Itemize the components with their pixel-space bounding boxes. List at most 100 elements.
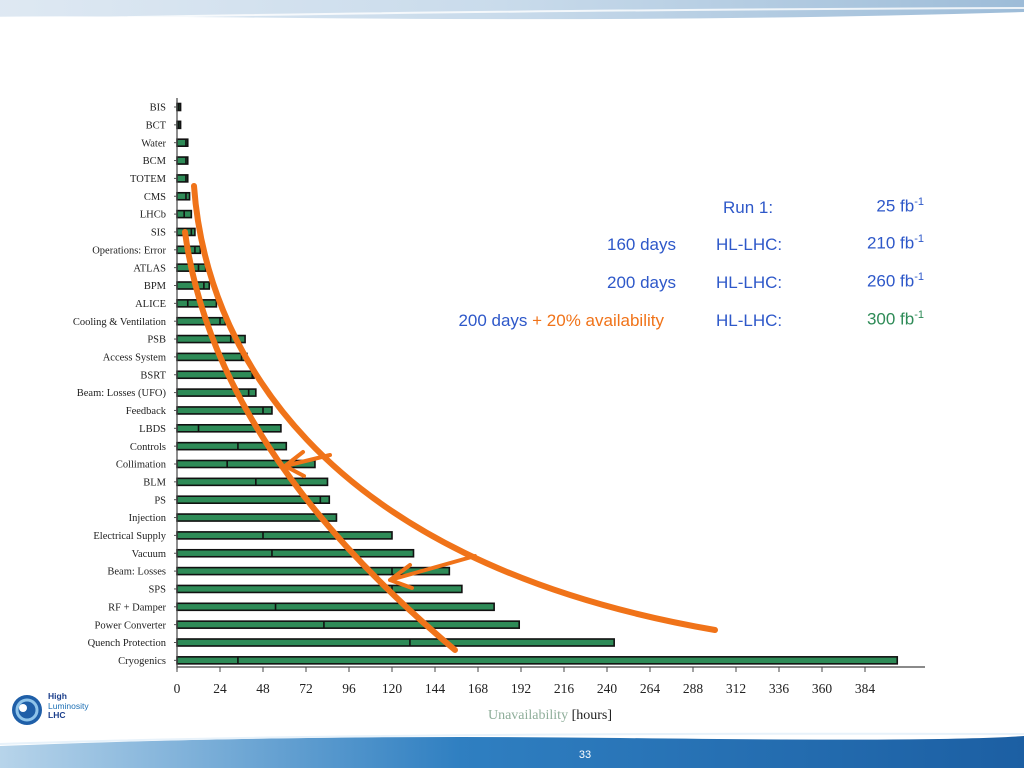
bar-12 <box>176 316 227 326</box>
logo-line2: Luminosity <box>48 700 89 711</box>
category-label-15: BSRT <box>140 370 166 381</box>
x-tick-label-16: 384 <box>855 681 876 696</box>
hl-lhc-logo-text: High Luminosity LHC <box>48 691 89 721</box>
info-row-prefix-3: 200 days + 20% availability <box>458 311 664 331</box>
x-tick-label-7: 168 <box>468 681 489 696</box>
info-row-machine-2: HL-LHC: <box>716 273 783 292</box>
lower-arrow <box>388 554 477 590</box>
category-label-11: ALICE <box>135 299 166 310</box>
bar-17 <box>176 406 273 415</box>
x-axis-label-suffix: [hours] <box>572 708 612 723</box>
logo-line1: High <box>48 691 67 701</box>
x-tick-label-15: 360 <box>812 681 833 696</box>
category-label-18: LBDS <box>139 424 166 435</box>
hl-lhc-logo-icon <box>12 695 42 725</box>
category-label-4: TOTEM <box>130 174 167 185</box>
bar-28 <box>176 602 495 612</box>
bar-27 <box>176 584 463 594</box>
category-label-6: LHCb <box>140 210 166 221</box>
bar-29 <box>176 620 521 629</box>
info-row-prefix-1: 160 days <box>607 235 676 255</box>
category-label-22: PS <box>154 495 166 506</box>
x-tick-label-8: 192 <box>511 681 531 696</box>
bar-24 <box>176 531 393 540</box>
info-row-luminosity-3: 300 fb-1 <box>866 309 924 329</box>
info-row-luminosity-1: 210 fb-1 <box>866 233 924 253</box>
x-tick-label-11: 264 <box>640 681 661 696</box>
category-label-12: Cooling & Ventilation <box>73 317 167 328</box>
bar-15 <box>176 370 255 380</box>
hl-lhc-logo: High Luminosity LHC <box>10 691 120 732</box>
info-row-luminosity-2: 260 fb-1 <box>866 271 924 291</box>
category-label-5: CMS <box>144 192 166 203</box>
info-row-days-1: 160 days <box>607 235 676 254</box>
x-tick-label-13: 312 <box>726 681 746 696</box>
category-labels-group: BIS BCT Water BCM TOTEM CMS LHCb SIS Operations:… <box>73 103 167 667</box>
bars-group <box>176 102 899 665</box>
info-row-luminosity-exponent-1: -1 <box>914 233 924 245</box>
page-number: 33 <box>578 749 592 761</box>
category-label-30: Quench Protection <box>88 638 167 649</box>
category-label-14: Access System <box>103 353 166 364</box>
bar-16 <box>176 388 257 397</box>
category-label-10: BPM <box>144 281 167 292</box>
logo-line3: LHC <box>48 710 66 720</box>
x-tick-label-4: 96 <box>342 681 356 696</box>
outer-trend-curve <box>191 183 718 633</box>
category-label-25: Vacuum <box>132 549 166 560</box>
trend-curves-group <box>182 183 718 653</box>
x-tick-label-0: 0 <box>174 681 181 696</box>
bar-30 <box>176 638 615 647</box>
bar-18 <box>176 423 282 433</box>
category-label-17: Feedback <box>126 406 167 417</box>
upper-arrow <box>283 450 332 478</box>
x-tick-label-9: 216 <box>554 681 575 696</box>
info-row-availability-3: + 20% availability <box>527 311 664 330</box>
info-row-machine-1: HL-LHC: <box>716 235 783 254</box>
bar-25 <box>176 548 415 558</box>
top-decorative-band <box>0 0 1024 20</box>
category-label-26: Beam: Losses <box>107 567 166 578</box>
bar-31 <box>176 656 899 665</box>
category-label-8: Operations: Error <box>92 245 166 256</box>
category-label-13: PSB <box>147 335 166 346</box>
category-label-24: Electrical Supply <box>93 531 166 542</box>
category-label-1: BCT <box>146 120 167 131</box>
x-tick-label-10: 240 <box>597 681 618 696</box>
x-axis-label-prefix: Unavailability <box>488 708 572 723</box>
category-label-20: Collimation <box>116 460 167 471</box>
category-label-29: Power Converter <box>95 620 167 631</box>
category-label-28: RF + Damper <box>108 602 166 613</box>
info-row-prefix-2: 200 days <box>607 273 676 293</box>
category-label-23: Injection <box>129 513 167 524</box>
category-label-31: Cryogenics <box>118 656 166 667</box>
category-label-2: Water <box>141 138 166 149</box>
bottom-decorative-band <box>0 732 1024 768</box>
info-row-machine-3: HL-LHC: <box>716 311 783 330</box>
bar-21 <box>176 477 329 487</box>
x-tick-label-1: 24 <box>213 681 227 696</box>
x-tick-label-6: 144 <box>425 681 446 696</box>
x-tick-label-2: 48 <box>256 681 270 696</box>
info-row-luminosity-0: 25 fb-1 <box>876 196 924 216</box>
bar-14 <box>176 352 248 362</box>
x-tick-label-12: 288 <box>683 681 704 696</box>
category-label-16: Beam: Losses (UFO) <box>77 388 167 399</box>
inner-trend-curve <box>182 229 458 653</box>
category-label-19: Controls <box>130 442 166 453</box>
info-row-luminosity-exponent-0: -1 <box>914 196 924 208</box>
bar-23 <box>176 513 338 522</box>
info-row-luminosity-exponent-2: -1 <box>914 271 924 283</box>
info-row-days-2: 200 days <box>607 273 676 292</box>
category-label-3: BCM <box>143 156 167 167</box>
category-label-21: BLM <box>143 477 166 488</box>
x-tick-label-14: 336 <box>769 681 790 696</box>
category-label-0: BIS <box>150 103 167 114</box>
category-label-27: SPS <box>148 585 166 596</box>
category-label-7: SIS <box>151 228 166 239</box>
x-axis-label: Unavailability [hours] <box>488 708 612 723</box>
info-row-machine-0: Run 1: <box>723 198 774 217</box>
bar-5 <box>176 191 191 201</box>
